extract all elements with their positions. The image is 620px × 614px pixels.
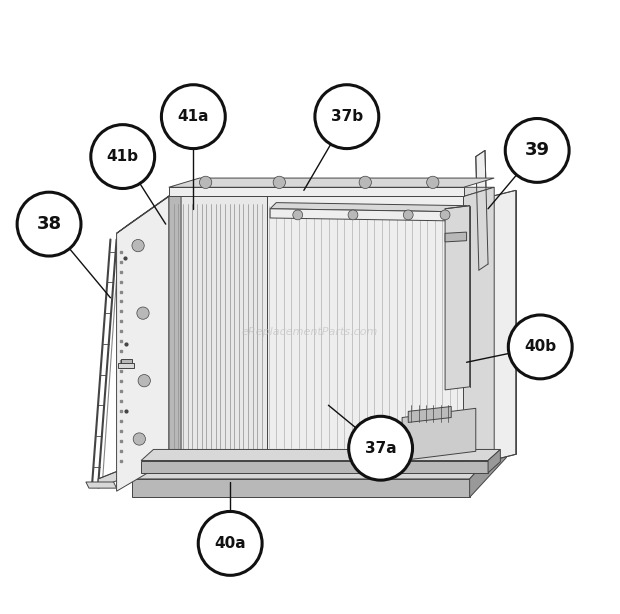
Circle shape [200, 176, 212, 188]
Text: eReplacementParts.com: eReplacementParts.com [242, 327, 378, 336]
Polygon shape [488, 449, 500, 473]
Circle shape [273, 176, 285, 188]
Circle shape [348, 210, 358, 220]
Polygon shape [98, 460, 144, 488]
Polygon shape [121, 359, 132, 368]
Polygon shape [445, 206, 469, 390]
Circle shape [198, 511, 262, 575]
Circle shape [404, 210, 413, 220]
Circle shape [138, 375, 151, 387]
Polygon shape [141, 449, 500, 460]
Text: 38: 38 [37, 215, 61, 233]
Polygon shape [169, 187, 181, 460]
Polygon shape [169, 187, 464, 196]
Polygon shape [445, 232, 467, 242]
Polygon shape [132, 479, 469, 497]
Circle shape [293, 210, 303, 220]
Polygon shape [408, 406, 451, 422]
Polygon shape [169, 196, 267, 460]
Circle shape [508, 315, 572, 379]
Circle shape [359, 176, 371, 188]
Circle shape [315, 85, 379, 149]
Polygon shape [476, 150, 488, 270]
Polygon shape [169, 196, 464, 460]
Polygon shape [117, 187, 181, 233]
Circle shape [505, 119, 569, 182]
Polygon shape [132, 439, 507, 479]
Text: 40b: 40b [524, 340, 556, 354]
Circle shape [133, 433, 146, 445]
Polygon shape [469, 439, 507, 497]
Polygon shape [270, 209, 461, 221]
Text: 40a: 40a [215, 536, 246, 551]
Circle shape [440, 210, 450, 220]
Circle shape [91, 125, 154, 188]
Polygon shape [141, 460, 488, 473]
Circle shape [17, 192, 81, 256]
Polygon shape [169, 187, 494, 196]
Polygon shape [86, 482, 117, 488]
Circle shape [427, 176, 439, 188]
Text: 39: 39 [525, 141, 550, 160]
Text: 41b: 41b [107, 149, 139, 164]
Polygon shape [491, 190, 516, 460]
Polygon shape [169, 178, 494, 187]
Circle shape [348, 416, 412, 480]
Polygon shape [464, 187, 494, 460]
Polygon shape [144, 445, 494, 454]
Polygon shape [117, 196, 169, 491]
Polygon shape [169, 187, 279, 196]
Polygon shape [402, 408, 476, 460]
Circle shape [132, 239, 144, 252]
Polygon shape [118, 363, 135, 368]
Circle shape [137, 307, 149, 319]
Text: 37b: 37b [331, 109, 363, 124]
Text: 37a: 37a [365, 441, 396, 456]
Circle shape [161, 85, 225, 149]
Polygon shape [270, 203, 467, 212]
Text: 41a: 41a [177, 109, 209, 124]
